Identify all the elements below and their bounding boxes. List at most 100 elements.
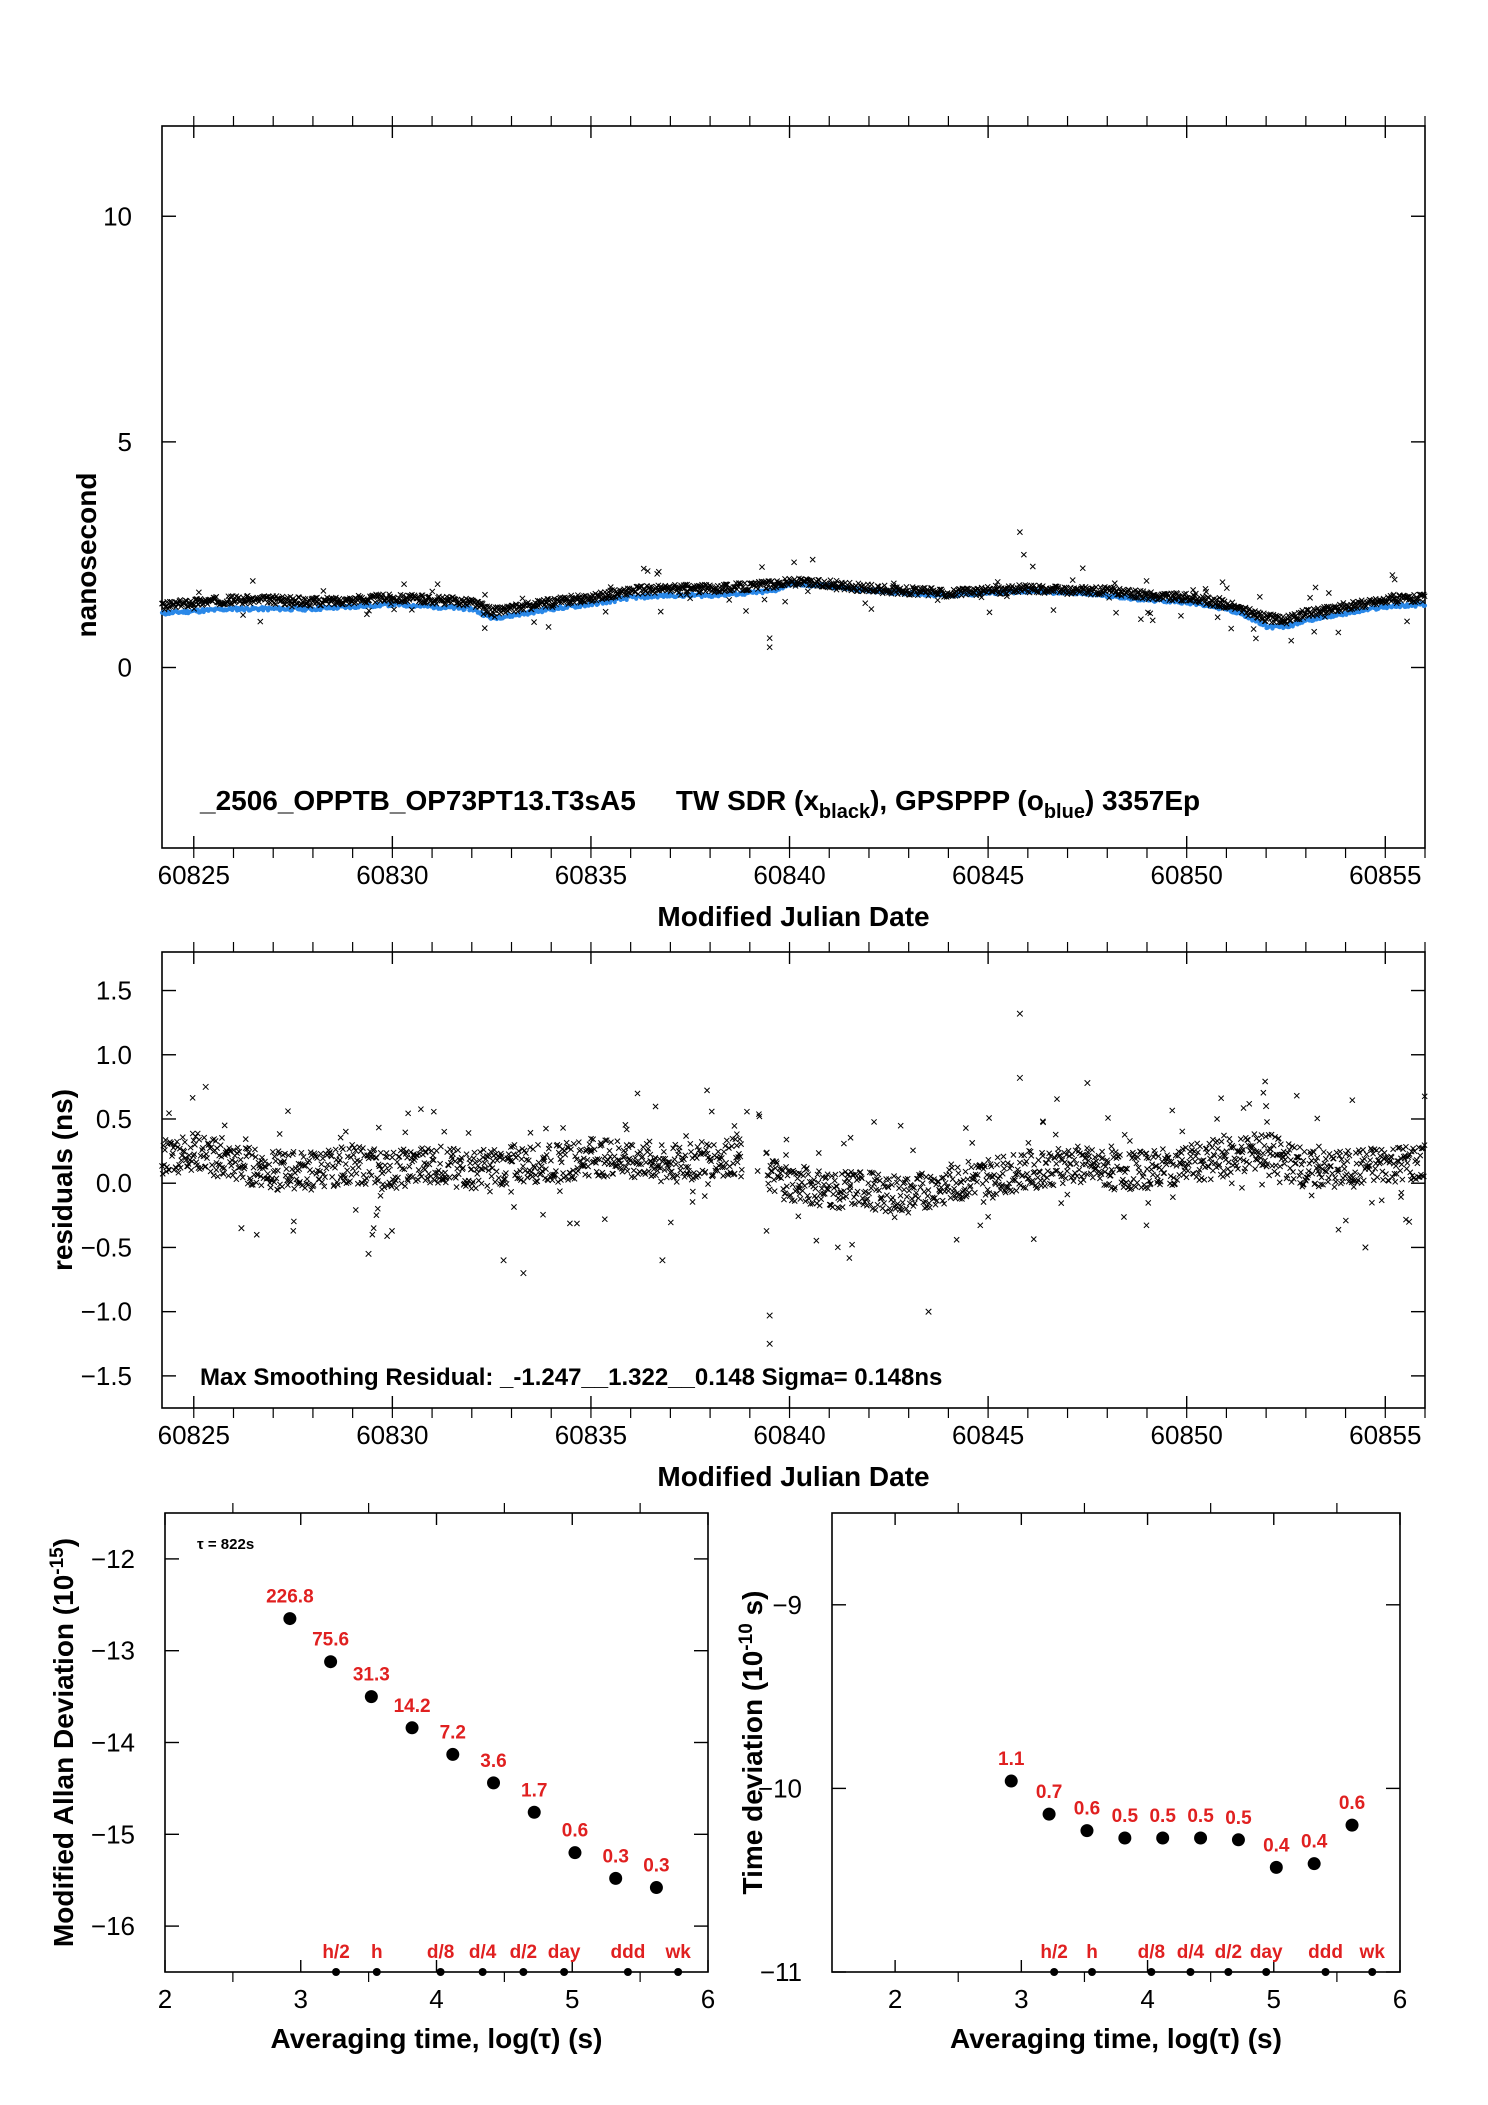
residual-point (276, 1150, 283, 1157)
residual-point (1315, 1163, 1321, 1170)
residual-outlier (1362, 1244, 1369, 1251)
tw-sdr-point (1242, 604, 1249, 611)
residual-point (290, 1218, 297, 1225)
residual-point (371, 1146, 378, 1153)
residual-point (185, 1160, 192, 1167)
residual-point (1259, 1162, 1266, 1169)
point-value-label: 0.3 (602, 1846, 628, 1867)
tw-sdr-point (519, 595, 526, 602)
deviation-point (487, 1776, 501, 1790)
residual-point (803, 1165, 810, 1172)
residual-point (1377, 1159, 1384, 1166)
residual-point (763, 1227, 770, 1234)
residual-point (1029, 1177, 1036, 1184)
residual-point (902, 1176, 909, 1183)
residual-point (1280, 1148, 1287, 1155)
tw-sdr-point (833, 586, 840, 593)
residual-point (1402, 1143, 1409, 1150)
residual-point (1367, 1157, 1374, 1164)
residual-point (1169, 1194, 1176, 1201)
residual-point (560, 1124, 567, 1131)
residual-point (377, 1192, 384, 1199)
y-tick-label: 0 (118, 653, 132, 683)
residual-point (783, 1183, 790, 1190)
residual-point (1264, 1161, 1271, 1168)
residual-point (482, 1165, 489, 1172)
residual-point (373, 1212, 380, 1219)
residual-point (738, 1173, 744, 1180)
residual-point (1224, 1172, 1231, 1178)
residual-point (1318, 1174, 1325, 1181)
residual-point (1218, 1095, 1225, 1102)
point-value-label: 0.6 (1074, 1799, 1100, 1820)
residual-point (535, 1159, 542, 1166)
residual-point (1028, 1152, 1035, 1159)
residual-point (375, 1124, 382, 1131)
tw-sdr-point (809, 556, 816, 563)
tw-sdr-point (1050, 607, 1057, 614)
tw-sdr-point (191, 605, 198, 612)
tw-sdr-point (890, 580, 897, 587)
residual-point (1214, 1145, 1221, 1152)
residual-point (401, 1166, 408, 1173)
residual-point (1357, 1172, 1364, 1178)
residual-point (430, 1157, 437, 1164)
residual-point (916, 1171, 923, 1178)
residual-point (663, 1174, 670, 1181)
residual-point (1147, 1180, 1154, 1187)
residual-point (229, 1157, 236, 1164)
residual-point (969, 1139, 976, 1146)
residual-point (1154, 1173, 1161, 1180)
residual-point (196, 1136, 203, 1143)
residual-point (1023, 1158, 1030, 1165)
tw-sdr-point (1250, 626, 1257, 632)
residual-point (221, 1122, 228, 1129)
residual-point (1169, 1107, 1176, 1114)
residual-point (627, 1157, 634, 1164)
residual-point (843, 1193, 850, 1200)
residual-point (372, 1179, 378, 1186)
deviation-point (1269, 1860, 1283, 1874)
residual-point (832, 1171, 839, 1178)
residual-point (934, 1197, 940, 1204)
residual-point (1058, 1173, 1065, 1180)
residual-point (623, 1126, 630, 1133)
tw-sdr-point (1280, 613, 1287, 620)
residual-point (1350, 1183, 1357, 1190)
tw-sdr-point (1229, 599, 1236, 606)
residual-point (514, 1175, 521, 1182)
residual-point (321, 1183, 328, 1190)
deviation-point (283, 1612, 297, 1626)
tw-sdr-point (1079, 565, 1086, 572)
residual-point (1114, 1163, 1121, 1170)
residual-point (282, 1172, 289, 1179)
residual-point (1308, 1192, 1315, 1199)
residual-point (647, 1151, 654, 1158)
residual-point (820, 1191, 827, 1197)
residual-point (833, 1183, 840, 1190)
residual-point (847, 1134, 854, 1141)
x-tick-label: 60845 (952, 1420, 1024, 1450)
residual-point (535, 1141, 541, 1148)
residual-point (1094, 1162, 1101, 1169)
tw-sdr-point (846, 579, 853, 586)
residual-point (962, 1168, 969, 1175)
residual-point (896, 1185, 903, 1192)
tw-sdr-point (815, 576, 822, 583)
residual-point (1058, 1155, 1065, 1162)
residual-point (1145, 1199, 1152, 1206)
residual-point (1381, 1149, 1388, 1156)
tw-sdr-point (1140, 588, 1147, 595)
residual-point (813, 1237, 820, 1244)
residual-point (714, 1167, 721, 1174)
residual-point (738, 1166, 745, 1173)
residual-point (1120, 1214, 1127, 1220)
residual-point (1267, 1146, 1274, 1153)
point-value-label: 14.2 (394, 1696, 431, 1717)
residual-point (1327, 1163, 1334, 1170)
residual-point (597, 1140, 604, 1146)
tw-sdr-point (1252, 608, 1259, 615)
residual-point (1306, 1160, 1313, 1167)
tw-sdr-point (482, 591, 488, 598)
plot-frame (161, 125, 1426, 849)
